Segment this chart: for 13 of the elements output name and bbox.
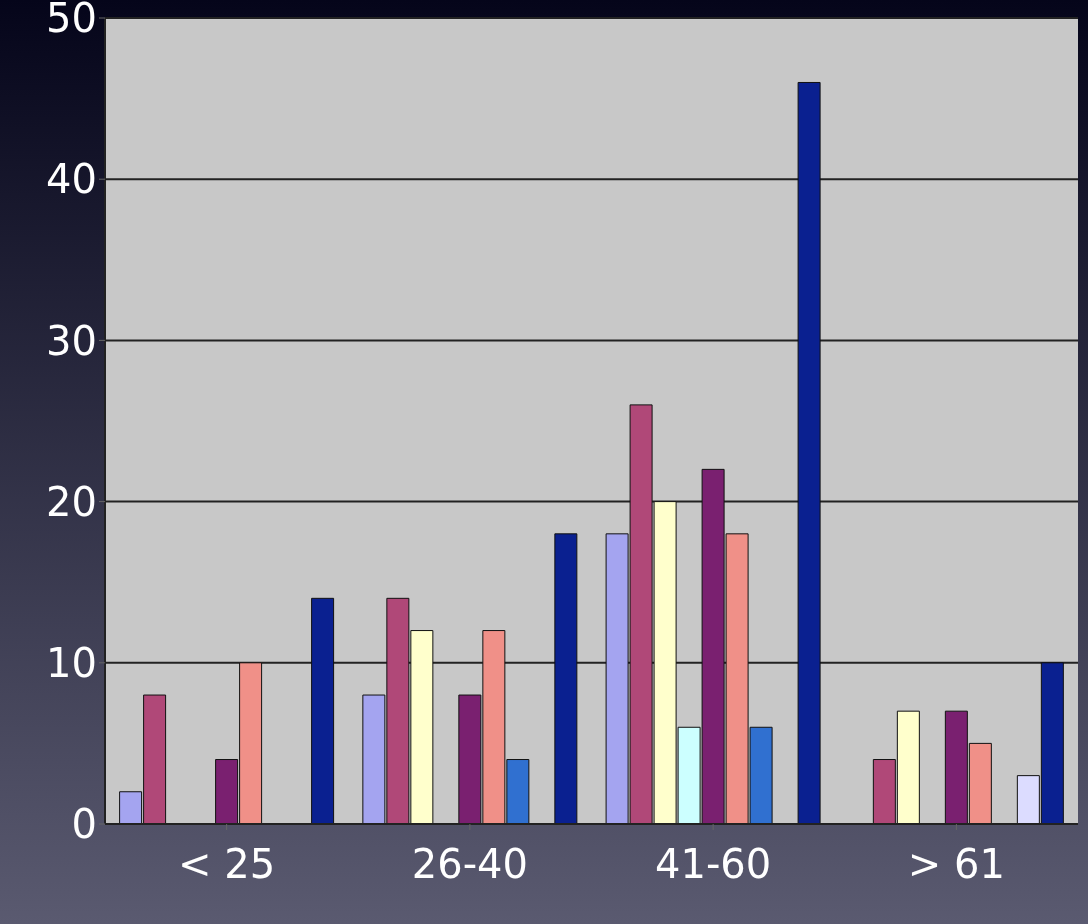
x-tick-label: 26-40 — [411, 841, 528, 888]
bar — [797, 81, 821, 824]
x-tick-label: > 61 — [907, 841, 1005, 888]
bar — [311, 597, 335, 824]
y-tick-label: 0 — [71, 801, 97, 848]
y-tick-label: 30 — [46, 317, 97, 364]
y-tick-label: 10 — [46, 640, 97, 686]
y-tick-label: 40 — [46, 156, 97, 203]
x-tick-label: 41-60 — [655, 841, 772, 888]
bar — [554, 533, 578, 824]
y-tick-label: 20 — [46, 478, 97, 525]
x-tick-label: < 25 — [178, 841, 276, 888]
y-tick-label: 50 — [46, 0, 97, 42]
